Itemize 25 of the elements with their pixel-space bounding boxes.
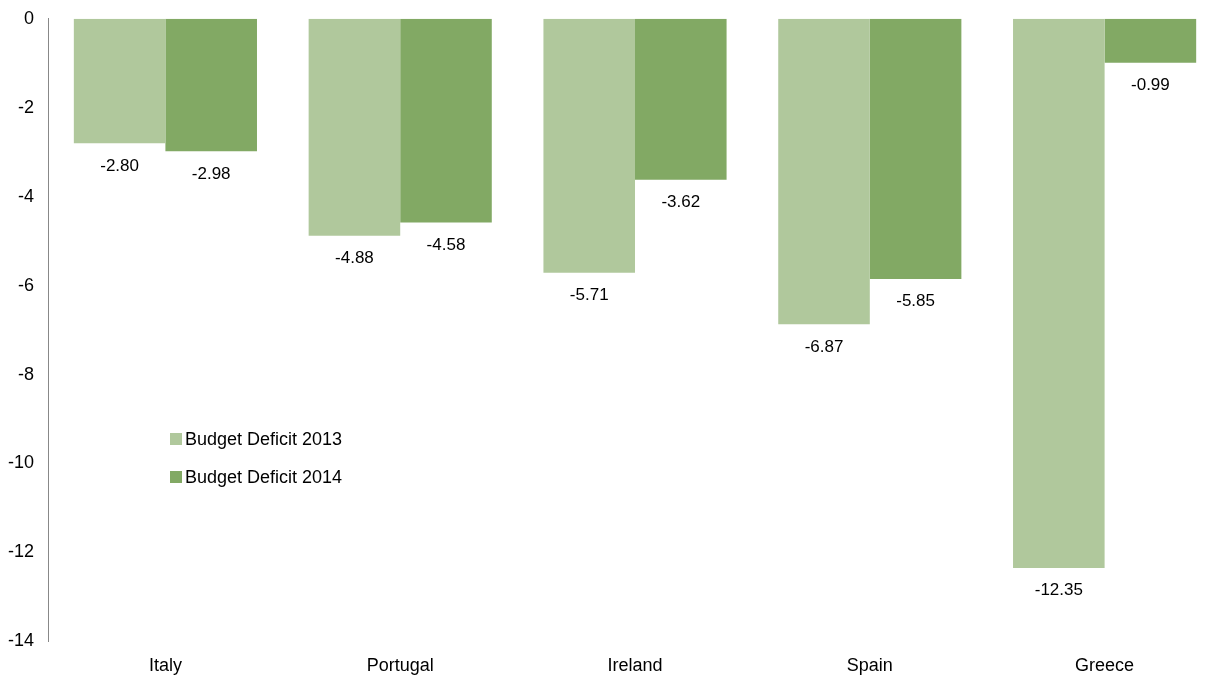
data-label: -5.71 [569,284,609,304]
y-tick-label: -14 [8,630,35,651]
x-tick-label: Portugal [366,655,434,676]
data-label: -4.58 [426,234,466,254]
y-tick-label: -6 [18,274,35,295]
y-tick-label: -10 [8,452,35,473]
data-label: -6.87 [804,336,844,356]
data-label: -3.62 [661,191,701,211]
data-label: -5.85 [896,291,935,311]
y-tick-label: -12 [8,541,35,562]
x-tick-label: Greece [1075,655,1135,676]
x-tick-label: Italy [148,655,182,676]
data-label: -0.99 [1131,75,1170,95]
data-label: -2.80 [100,155,139,175]
data-label: -12.35 [1034,580,1083,600]
y-tick-label: -4 [18,185,35,206]
legend-label: Budget Deficit 2014 [185,466,343,488]
legend-label: Budget Deficit 2013 [185,428,343,450]
y-tick-label: -2 [18,96,35,117]
y-tick-label: 0 [24,7,35,28]
x-tick-label: Spain [846,655,893,676]
x-tick-label: Ireland [607,655,663,676]
data-label: -2.98 [191,163,231,183]
y-tick-label: -8 [18,363,35,384]
data-label: -4.88 [335,248,374,268]
